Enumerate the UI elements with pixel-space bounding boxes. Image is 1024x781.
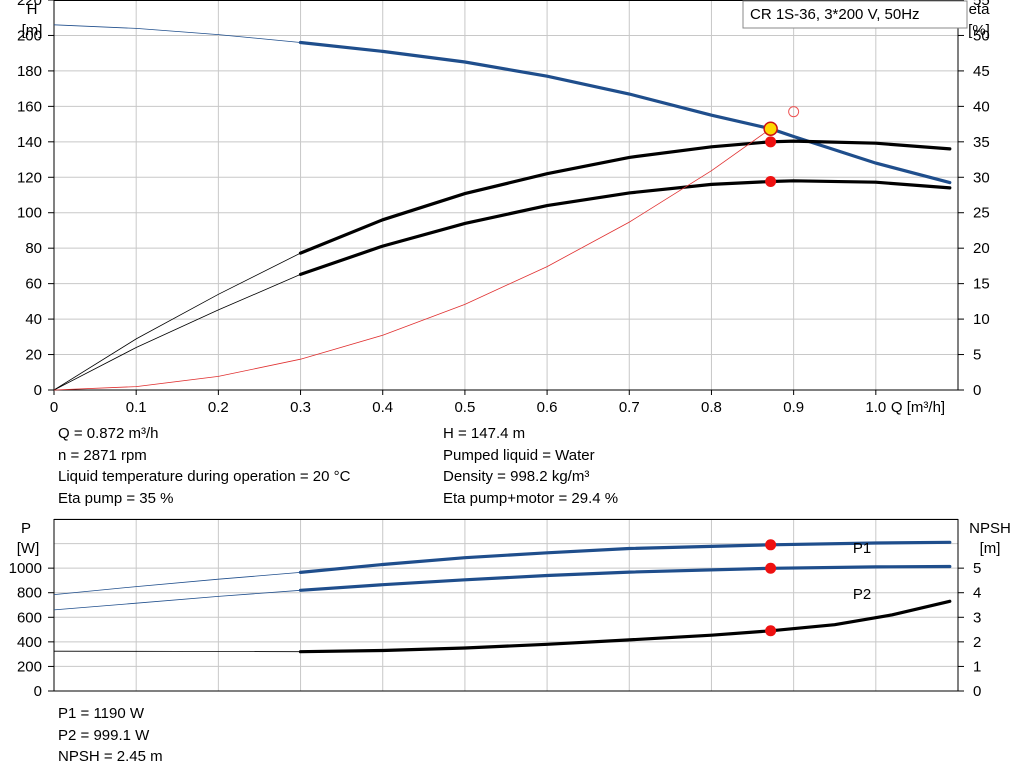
- series-label-p2: P2: [853, 586, 871, 603]
- info-speed: n = 2871 rpm: [58, 446, 147, 464]
- npsh-curve: [298, 599, 952, 654]
- x-axis-tick-label: 0.1: [126, 399, 147, 416]
- series-2-curve-thin: [53, 274, 301, 391]
- right-axis-tick-label: 55: [973, 0, 990, 9]
- left-axis-tick-label: 40: [25, 311, 42, 328]
- p2-curve: [298, 564, 952, 592]
- left-axis-tick-label: 180: [17, 63, 42, 80]
- info-p2: P2 = 999.1 W: [58, 726, 150, 744]
- right-axis-label: NPSH: [969, 520, 1011, 537]
- right-axis-tick-label: 0: [973, 683, 981, 700]
- series-0-curve: [298, 40, 952, 185]
- right-axis-tick-label: 4: [973, 585, 981, 602]
- plot-frame: [53, 0, 959, 391]
- left-axis-tick-label: 0: [34, 683, 42, 700]
- series-label-p1: P1: [853, 540, 871, 557]
- right-axis-tick-label: 2: [973, 634, 981, 651]
- left-axis-tick-label: 60: [25, 276, 42, 293]
- right-axis-tick-label: 30: [973, 169, 990, 186]
- x-axis-tick-label: 0.7: [619, 399, 640, 416]
- npsh-curve-thin: [53, 650, 301, 653]
- x-axis-tick-label: 0.9: [783, 399, 804, 416]
- left-axis-tick-label: 800: [17, 585, 42, 602]
- series-3-curve-thin: [53, 128, 771, 391]
- eta-pump-duty-marker: [765, 136, 777, 148]
- x-axis-tick-label: 0: [50, 399, 58, 416]
- info-npsh: NPSH = 2.45 m: [58, 748, 163, 765]
- duty-marker: [765, 539, 777, 551]
- right-axis-tick-label: 35: [973, 134, 990, 151]
- left-axis-tick-label: 20: [25, 347, 42, 364]
- p2-curve-thin: [53, 589, 301, 611]
- right-axis-label: eta: [969, 1, 991, 18]
- x-axis-tick-label: 0.3: [290, 399, 311, 416]
- p1-curve-thin: [53, 572, 301, 595]
- left-axis-tick-label: 100: [17, 205, 42, 222]
- right-axis-tick-label: 0: [973, 382, 981, 399]
- left-axis-tick-label: 160: [17, 98, 42, 115]
- series-0-curve-thin: [53, 24, 301, 43]
- series-2-curve: [298, 179, 952, 276]
- info-eta-pump: Eta pump = 35 %: [58, 489, 174, 507]
- series-1-curve-thin: [53, 252, 301, 391]
- left-axis-tick-label: 80: [25, 240, 42, 257]
- x-axis-tick-label: 0.5: [454, 399, 475, 416]
- right-axis-tick-label: 15: [973, 276, 990, 293]
- left-axis-tick-label: 220: [17, 0, 42, 9]
- right-axis-tick-label: 50: [973, 27, 990, 44]
- left-axis-label: P: [21, 520, 31, 537]
- info-pumped-liquid: Pumped liquid = Water: [443, 446, 595, 464]
- info-liquid-temperature: Liquid temperature during operation = 20…: [58, 468, 351, 485]
- left-axis-tick-label: 140: [17, 134, 42, 151]
- chart-title-box: [742, 0, 968, 29]
- left-axis-tick-label: 0: [34, 382, 42, 399]
- left-axis-unit: [m]: [22, 22, 43, 39]
- left-axis-label: H: [27, 1, 38, 18]
- info-head: H = 147.4 m: [443, 425, 526, 442]
- chart-title: CR 1S-36, 3*200 V, 50Hz: [750, 6, 920, 23]
- left-axis-tick-label: 200: [17, 658, 42, 675]
- right-axis-tick-label: 5: [973, 347, 981, 364]
- right-axis-tick-label: 5: [973, 560, 981, 577]
- left-axis-tick-label: 200: [17, 27, 42, 44]
- right-axis-tick-label: 25: [973, 205, 990, 222]
- x-axis-tick-label: 0.6: [537, 399, 558, 416]
- left-axis-tick-label: 120: [17, 169, 42, 186]
- info-eta-total: Eta pump+motor = 29.4 %: [443, 489, 619, 507]
- info-density: Density = 998.2 kg/m³: [443, 468, 590, 485]
- info-flow: Q = 0.872 m³/h: [58, 425, 159, 442]
- x-axis-tick-label: 0.2: [208, 399, 229, 416]
- duty-marker: [765, 562, 777, 574]
- right-axis-tick-label: 1: [973, 658, 981, 675]
- duty-marker: [765, 625, 777, 637]
- info-p1: P1 = 1190 W: [58, 705, 145, 722]
- plot-frame: [53, 519, 959, 692]
- left-axis-tick-label: 600: [17, 609, 42, 626]
- series-1-curve: [298, 139, 952, 255]
- right-axis-tick-label: 3: [973, 609, 981, 626]
- x-axis-label: Q [m³/h]: [891, 399, 945, 416]
- left-axis-tick-label: 400: [17, 634, 42, 651]
- x-axis-tick-label: 1.0: [865, 399, 886, 416]
- head-duty-point-marker: [763, 121, 778, 136]
- right-axis-tick-label: 45: [973, 63, 990, 80]
- right-axis-tick-label: 10: [973, 311, 990, 328]
- power-info: P1 = 1190 W P2 = 999.1 W NPSH = 2.45 m: [58, 703, 163, 768]
- left-axis-unit: [W]: [17, 540, 40, 557]
- right-axis-unit: [%]: [968, 22, 990, 39]
- left-axis-tick-label: 1000: [9, 560, 42, 577]
- right-axis-tick-label: 40: [973, 98, 990, 115]
- operating-info-left: Q = 0.872 m³/h n = 2871 rpm Liquid tempe…: [58, 423, 350, 509]
- right-axis-tick-label: 20: [973, 240, 990, 257]
- p1-curve: [298, 540, 952, 574]
- right-axis-unit: [m]: [980, 540, 1001, 557]
- x-axis-tick-label: 0.4: [372, 399, 393, 416]
- x-axis-tick-label: 0.8: [701, 399, 722, 416]
- operating-info-right: H = 147.4 m Pumped liquid = Water Densit…: [443, 423, 618, 509]
- reference-open-circle: [788, 106, 800, 118]
- eta-total-duty-marker: [765, 176, 777, 188]
